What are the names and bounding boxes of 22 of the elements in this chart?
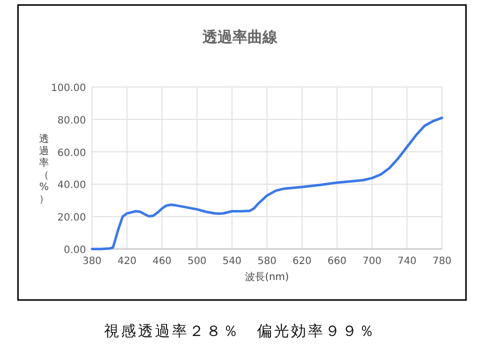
x-tick-label: 460	[152, 256, 172, 267]
y-axis-title: 透過率（%）	[39, 133, 49, 205]
x-tick-label: 780	[432, 256, 452, 267]
y-tick-label: 40.00	[57, 180, 86, 192]
y-tick-label: 80.00	[57, 115, 86, 126]
x-tick-label: 380	[82, 256, 102, 267]
chart-title: 透過率曲線	[202, 28, 278, 46]
x-tick-label: 580	[257, 256, 277, 267]
y-tick-label: 100.00	[51, 83, 86, 94]
text: 視感透過率２８％ 偏光効率９９％	[104, 322, 376, 340]
y-tick-label: 60.00	[57, 148, 86, 159]
x-tick-label: 420	[117, 256, 137, 267]
y-tick-label: 20.00	[57, 212, 86, 224]
x-tick-label: 660	[327, 256, 347, 267]
x-tick-label: 740	[397, 256, 417, 267]
x-tick-label: 540	[222, 256, 242, 267]
x-tick-label: 700	[362, 256, 382, 267]
line-series	[90, 116, 444, 250]
x-axis-title: 波長(nm)	[245, 271, 290, 283]
y-tick-label: 0.00	[64, 245, 86, 256]
x-tick-label: 620	[292, 256, 312, 267]
x-tick-label: 500	[187, 256, 207, 267]
